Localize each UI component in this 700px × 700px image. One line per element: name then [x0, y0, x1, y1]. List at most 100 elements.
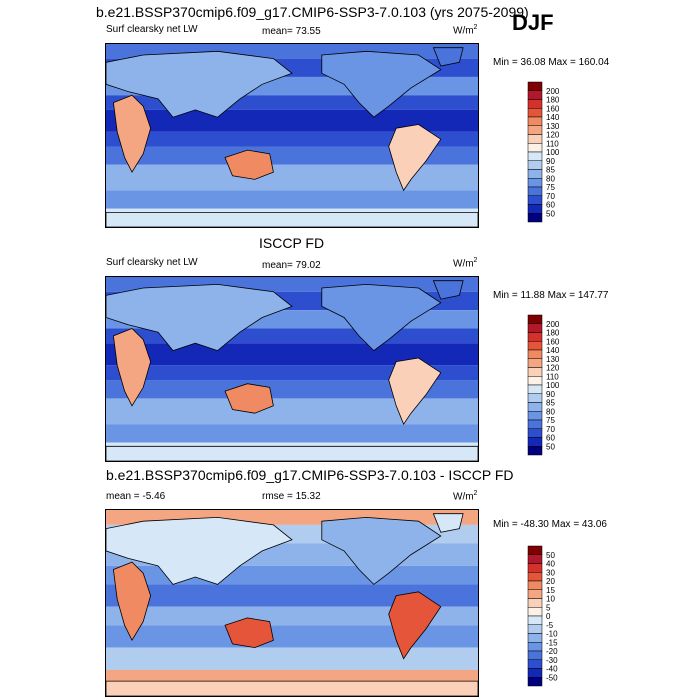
panel-3-colorbar-tick-label: 0 [546, 612, 551, 621]
panel-3-coastline [224, 617, 274, 649]
panel-1-colorbar-box [527, 204, 543, 214]
panel-2-title: ISCCP FD [259, 235, 325, 251]
panel-3-field-band [106, 647, 478, 670]
panel-3-colorbar-tick-label: -15 [546, 638, 558, 647]
panel-1-colorbar-tick-label: 50 [546, 209, 555, 218]
panel-1-colorbar-box [527, 90, 543, 100]
panel-3-map [105, 509, 479, 697]
panel-2-coastline [432, 280, 464, 300]
panel-3-field-band [106, 625, 478, 648]
panel-1-colorbar-tick-label: 120 [546, 131, 560, 140]
panel-2-colorbar-box [527, 428, 543, 438]
panel-1-colorbar-tick-label: 180 [546, 96, 560, 105]
panel-2-colorbar-box [527, 314, 543, 324]
panel-2-mean-label: mean= 79.02 [262, 260, 321, 271]
panel-3-title: b.e21.BSSP370cmip6.f09_g17.CMIP6-SSP3-7.… [106, 467, 514, 483]
panel-2-colorbar-box [527, 358, 543, 368]
panel-2-colorbar-box [527, 437, 543, 447]
panel-2-colorbar-box [527, 384, 543, 394]
panel-3-colorbar-box [527, 642, 543, 652]
panel-1-colorbar-tick-label: 75 [546, 183, 555, 192]
panel-3-coastline [112, 561, 152, 642]
panel-1-colorbar-box [527, 195, 543, 205]
panel-2-colorbar-box [527, 367, 543, 377]
panel-1-coastline [224, 149, 274, 180]
panel-2-coastline [106, 445, 478, 461]
figure-title: b.e21.BSSP370cmip6.f09_g17.CMIP6-SSP3-7.… [96, 4, 529, 20]
panel-1-field-band [106, 109, 478, 132]
panel-2-colorbar: 200 180 160 140 130 120 110 100 90 85 80 75 70 60 50 [527, 313, 588, 459]
panel-3-colorbar-box [527, 572, 543, 582]
panel-2-minmax: Min = 11.88 Max = 147.77 [493, 290, 609, 301]
panel-2-colorbar-tick-label: 180 [546, 329, 560, 338]
panel-2-field-band [106, 380, 478, 399]
panel-3-colorbar-box [527, 668, 543, 678]
panel-2-field-band [106, 424, 478, 443]
panel-3-field-band [106, 606, 478, 626]
panel-2-colorbar-tick-label: 50 [546, 442, 555, 451]
panel-2-map [105, 276, 479, 462]
panel-2-field-band [106, 365, 478, 381]
panel-1-map [105, 43, 479, 228]
panel-2-coastline [388, 357, 442, 426]
panel-1-colorbar-box [527, 169, 543, 179]
panel-2-field-band [106, 398, 478, 425]
panel-3-coastline [388, 591, 442, 660]
panel-1-colorbar-box [527, 108, 543, 118]
panel-2-colorbar-tick-label: 160 [546, 337, 560, 346]
panel-1-minmax: Min = 36.08 Max = 160.04 [493, 57, 610, 68]
panel-1-coastline [106, 50, 293, 118]
panel-3-coastline [106, 516, 293, 585]
panel-3-colorbar-box [527, 545, 543, 555]
panel-3-colorbar-box [527, 580, 543, 590]
panel-2-coastline [106, 283, 293, 352]
panel-1-colorbar-tick-label: 130 [546, 122, 560, 131]
panel-2-variable-label: Surf clearsky net LW [106, 257, 198, 268]
panel-1-colorbar-tick-label: 80 [546, 174, 555, 183]
panel-3-coastline [432, 513, 464, 533]
panel-3-rmse-label: rmse = 15.32 [262, 491, 321, 502]
panel-3-colorbar-box [527, 624, 543, 634]
panel-2-colorbar-box [527, 446, 543, 456]
panel-3-colorbar-box [527, 677, 543, 687]
panel-1-colorbar-box [527, 151, 543, 161]
panel-3-colorbar-tick-label: 10 [546, 595, 555, 604]
panel-3-colorbar-tick-label: 20 [546, 577, 555, 586]
panel-2-colorbar-tick-label: 85 [546, 399, 555, 408]
panel-1-colorbar-tick-label: 60 [546, 201, 555, 210]
panel-2-colorbar-box [527, 411, 543, 421]
panel-2-colorbar-tick-label: 75 [546, 416, 555, 425]
panel-3-coastline [321, 516, 442, 585]
panel-1-colorbar-tick-label: 160 [546, 104, 560, 113]
panel-3-colorbar-box [527, 607, 543, 617]
panel-3-field-band [106, 584, 478, 607]
panel-1-coastline [321, 50, 442, 118]
panel-1-colorbar-tick-label: 100 [546, 148, 560, 157]
panel-3-units: W/m2 [453, 490, 478, 503]
panel-3-coastline [106, 680, 478, 696]
panel-3-colorbar-tick-label: -30 [546, 656, 558, 665]
panel-1-field-band [106, 164, 478, 191]
panel-1-coastline [112, 94, 152, 173]
panel-1-colorbar-box [527, 213, 543, 223]
panel-2-coastline [224, 383, 274, 414]
panel-3-colorbar-tick-label: 15 [546, 586, 555, 595]
panel-3-colorbar-box [527, 598, 543, 608]
panel-1-coastline [106, 211, 478, 227]
panel-3-colorbar-box [527, 554, 543, 564]
panel-3-colorbar-box [527, 563, 543, 573]
panel-3-colorbar-tick-label: -5 [546, 621, 554, 630]
panel-2-colorbar-tick-label: 80 [546, 407, 555, 416]
panel-3-colorbar-tick-label: 5 [546, 603, 551, 612]
panel-2-colorbar-box [527, 341, 543, 351]
panel-1-colorbar-box [527, 186, 543, 196]
panel-2-colorbar-box [527, 402, 543, 412]
panel-2-colorbar-box [527, 419, 543, 429]
panel-3-colorbar-box [527, 659, 543, 669]
panel-2-colorbar-tick-label: 100 [546, 381, 560, 390]
panel-2-coastline [321, 283, 442, 352]
panel-3-colorbar-tick-label: -40 [546, 665, 558, 674]
panel-3-map-field [106, 510, 478, 696]
panel-1-units: W/m2 [453, 24, 478, 37]
panel-3-colorbar-tick-label: 50 [546, 551, 555, 560]
